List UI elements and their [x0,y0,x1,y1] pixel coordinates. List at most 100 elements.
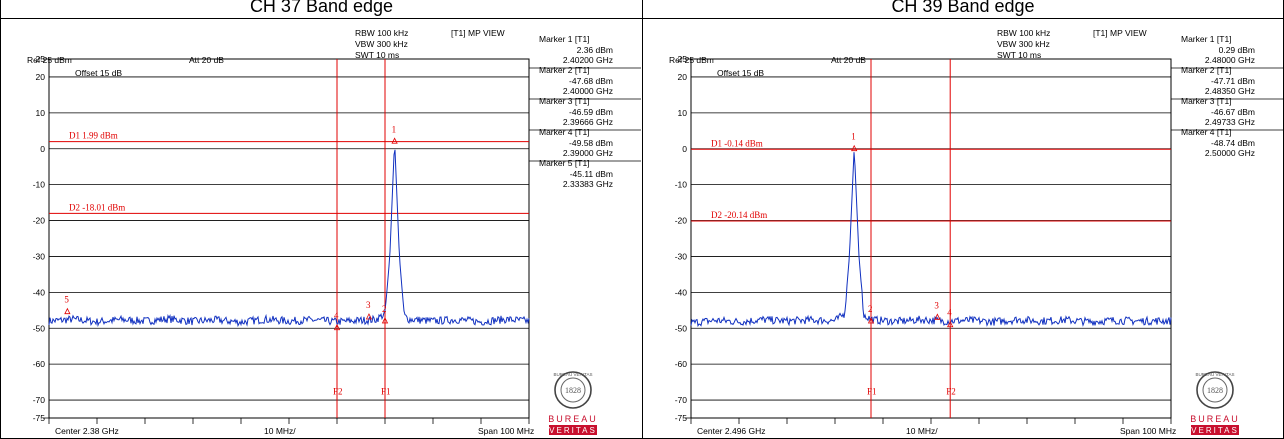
marker-number: 2 [382,304,387,314]
panel-title: CH 37 Band edge [1,0,642,19]
center-frequency-label: Center 2.38 GHz [55,426,119,436]
marker-readout-level: -49.58 dBm [569,138,613,148]
logo-ring-text: BUREAU VERITAS [1196,372,1235,377]
marker-readout-label: Marker 2 [T1] [1181,65,1232,75]
y-tick-label: 10 [36,108,46,118]
rbw-label: RBW 100 kHz [997,28,1050,38]
marker-symbol [391,137,398,144]
panel-title: CH 39 Band edge [643,0,1283,19]
y-tick-label: 0 [682,144,687,154]
marker-readout-level: 2.36 dBm [577,45,613,55]
marker-symbol [867,317,875,324]
logo-year: 1828 [1207,386,1223,395]
trace-view-label: [T1] MP VIEW [451,28,505,38]
frequency-line-label: F1 [867,387,877,397]
y-tick-label: -30 [675,251,688,261]
marker-readout-level: -46.67 dBm [1211,107,1255,117]
marker-symbol [365,313,373,320]
marker-number: 4 [334,311,339,321]
logo-ring-outer [554,371,592,409]
marker-symbol [381,317,389,324]
marker-readout-frequency: 2.49733 GHz [1205,117,1255,127]
marker-readout-frequency: 2.39000 GHz [563,148,613,158]
span-label: Span 100 MHz [1120,426,1176,436]
marker-readout-label: Marker 3 [T1] [1181,96,1232,106]
division-label: 10 MHz/ [906,426,938,436]
marker-number: 1 [392,124,397,134]
marker-readout-label: Marker 1 [T1] [1181,34,1232,44]
marker-number: 1 [851,132,856,142]
span-label: Span 100 MHz [478,426,534,436]
logo-ring-outer [1196,371,1234,409]
marker-readout-label: Marker 4 [T1] [1181,127,1232,137]
marker-symbol [947,320,954,328]
sweep-time-label: SWT 10 ms [997,50,1041,60]
attenuation-label: Att 20 dB [831,55,866,65]
center-frequency-label: Center 2.496 GHz [697,426,766,436]
ref-level-label: Ref 25 dBm [669,55,714,65]
marker-readout-level: -47.68 dBm [569,76,613,86]
bureau-veritas-logo: 1828 BUREAU VERITAS BUREAU VERITAS [548,371,598,435]
logo-ring-text: BUREAU VERITAS [554,372,593,377]
y-tick-label: -20 [675,216,688,226]
bureau-veritas-logo: 1828 BUREAU VERITAS BUREAU VERITAS [1190,371,1240,435]
marker-readout-frequency: 2.48000 GHz [1205,55,1255,65]
rbw-label: RBW 100 kHz [355,28,408,38]
logo-word-top: BUREAU [1190,414,1240,424]
marker-readout-label: Marker 5 [T1] [539,158,590,168]
y-tick-label: 20 [678,72,688,82]
marker-readout-label: Marker 1 [T1] [539,34,590,44]
y-tick-label: -10 [675,180,688,190]
y-tick-label: -40 [33,287,46,297]
y-tick-label: -40 [675,287,688,297]
y-tick-label: 25 [678,54,688,64]
marker-number: 4 [947,308,952,318]
marker-readout-level: -48.74 dBm [1211,138,1255,148]
marker-readout-level: -46.59 dBm [569,107,613,117]
logo-word-bottom: VERITAS [549,426,597,435]
logo-ring-inner [560,377,586,403]
ref-level-label: Ref 25 dBm [27,55,72,65]
y-tick-label: -70 [675,395,688,405]
offset-label: Offset 15 dB [717,68,764,78]
marker-number: 2 [868,304,873,314]
offset-label: Offset 15 dB [75,68,122,78]
y-tick-label: -60 [675,359,688,369]
y-tick-label: -75 [675,413,688,423]
marker-readout-level: -45.11 dBm [570,169,613,179]
marker-readout-frequency: 2.39666 GHz [563,117,613,127]
y-tick-label: -75 [33,413,46,423]
marker-symbol [851,144,858,152]
frequency-line-label: F2 [333,387,343,397]
marker-readout-label: Marker 2 [T1] [539,65,590,75]
ch39-spectrum-plot: 25 20 10 0 -10 -20 -30 -40 -50 -60 -70 -75 Ref 25 dB… [669,28,1283,436]
marker-readout-frequency: 2.50000 GHz [1205,148,1255,158]
vbw-label: VBW 300 kHz [355,39,408,49]
logo-word-top: BUREAU [548,414,598,424]
y-tick-label: 0 [40,144,45,154]
y-tick-label: -70 [33,395,46,405]
marker-number: 3 [934,300,939,310]
y-tick-label: -20 [33,216,46,226]
logo-ring-inner [1202,377,1228,403]
marker-number: 5 [64,295,69,305]
y-tick-label: -50 [33,323,46,333]
y-tick-label: -50 [675,323,688,333]
marker-symbol [64,307,71,315]
attenuation-label: Att 20 dB [189,55,224,65]
spectrum-trace [690,152,1172,328]
marker-readout-frequency: 2.40200 GHz [563,55,613,65]
marker-symbol [333,323,341,331]
y-tick-label: -60 [33,359,46,369]
marker-readout-frequency: 2.33383 GHz [563,179,613,189]
y-tick-label: 10 [678,108,688,118]
display-line-label: D1 -0.14 dBm [711,138,763,148]
logo-band [549,425,597,435]
marker-number: 3 [366,300,371,310]
sweep-time-label: SWT 10 ms [355,50,399,60]
frequency-line-label: F1 [381,387,391,397]
marker-symbol [934,313,941,320]
logo-year: 1828 [565,386,581,395]
